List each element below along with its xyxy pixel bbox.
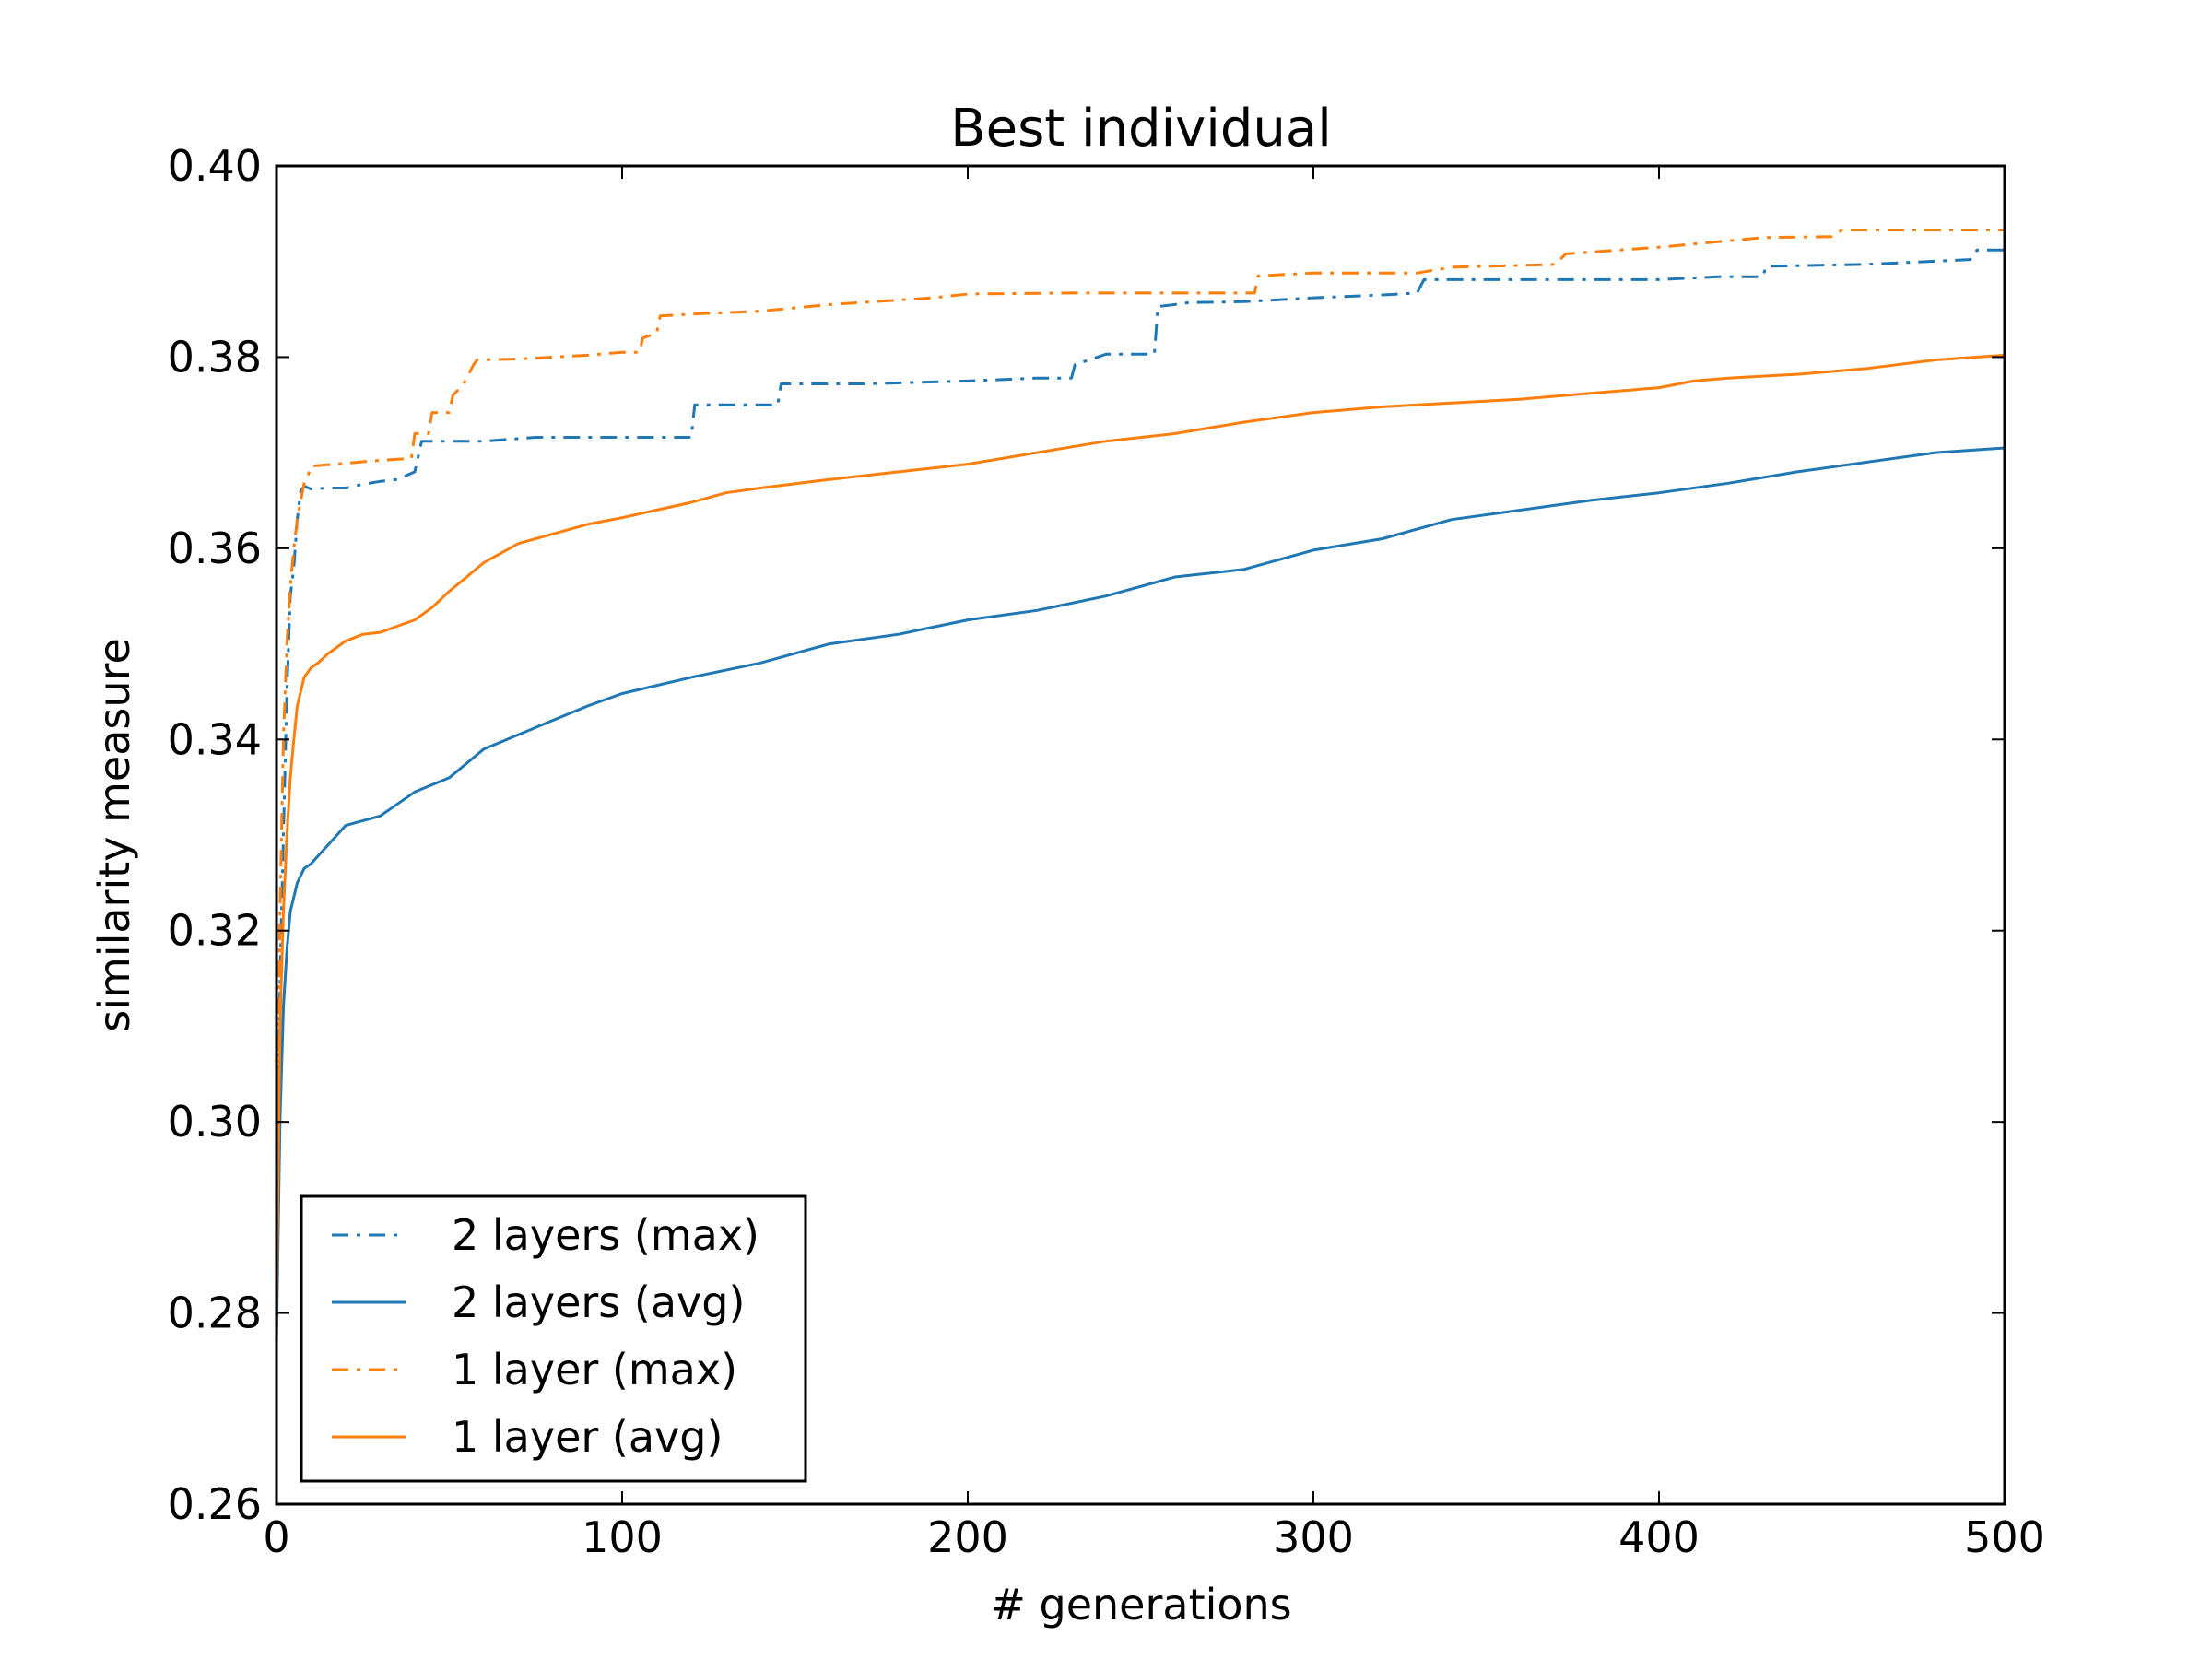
axis-ticks: 0 100 200 300 400 500 0.26 0.28 0.30 0.32 0.34 0.36… (168, 141, 2045, 1562)
chart-title: Best individual (950, 99, 1332, 159)
x-tick-label: 200 (927, 1512, 1008, 1562)
y-tick-label: 0.36 (168, 524, 262, 573)
series-line-3 (275, 353, 2006, 1313)
series-layer (275, 229, 2006, 1342)
x-tick-label: 400 (1618, 1512, 1700, 1562)
y-tick-label: 0.38 (168, 332, 262, 382)
x-tick-label: 500 (1964, 1512, 2045, 1562)
x-axis-label: # generations (990, 1580, 1291, 1630)
legend-label-2: 1 layer (max) (452, 1345, 737, 1394)
y-tick-label: 0.30 (168, 1097, 262, 1147)
y-tick-label: 0.40 (168, 141, 262, 191)
y-tick-label: 0.28 (168, 1288, 262, 1338)
y-tick-label: 0.26 (168, 1479, 262, 1529)
y-tick-label: 0.32 (168, 906, 262, 956)
plot-area-frame (275, 164, 2006, 1506)
x-tick-label: 300 (1273, 1512, 1354, 1562)
legend: 2 layers (max) 2 layers (avg) 1 layer (max… (300, 1194, 807, 1483)
legend-box (300, 1194, 807, 1483)
legend-label-1: 2 layers (avg) (452, 1277, 745, 1327)
legend-entries: 2 layers (max) 2 layers (avg) 1 layer (max… (332, 1210, 759, 1462)
series-line-1 (275, 446, 2006, 1342)
x-tick-label: 100 (582, 1512, 663, 1562)
x-tick-label: 0 (263, 1512, 289, 1562)
legend-label-3: 1 layer (avg) (452, 1412, 723, 1462)
y-axis-label: similarity measure (89, 638, 139, 1032)
y-tick-label: 0.34 (168, 714, 262, 764)
series-line-0 (275, 248, 2005, 1304)
legend-label-0: 2 layers (max) (452, 1210, 759, 1260)
